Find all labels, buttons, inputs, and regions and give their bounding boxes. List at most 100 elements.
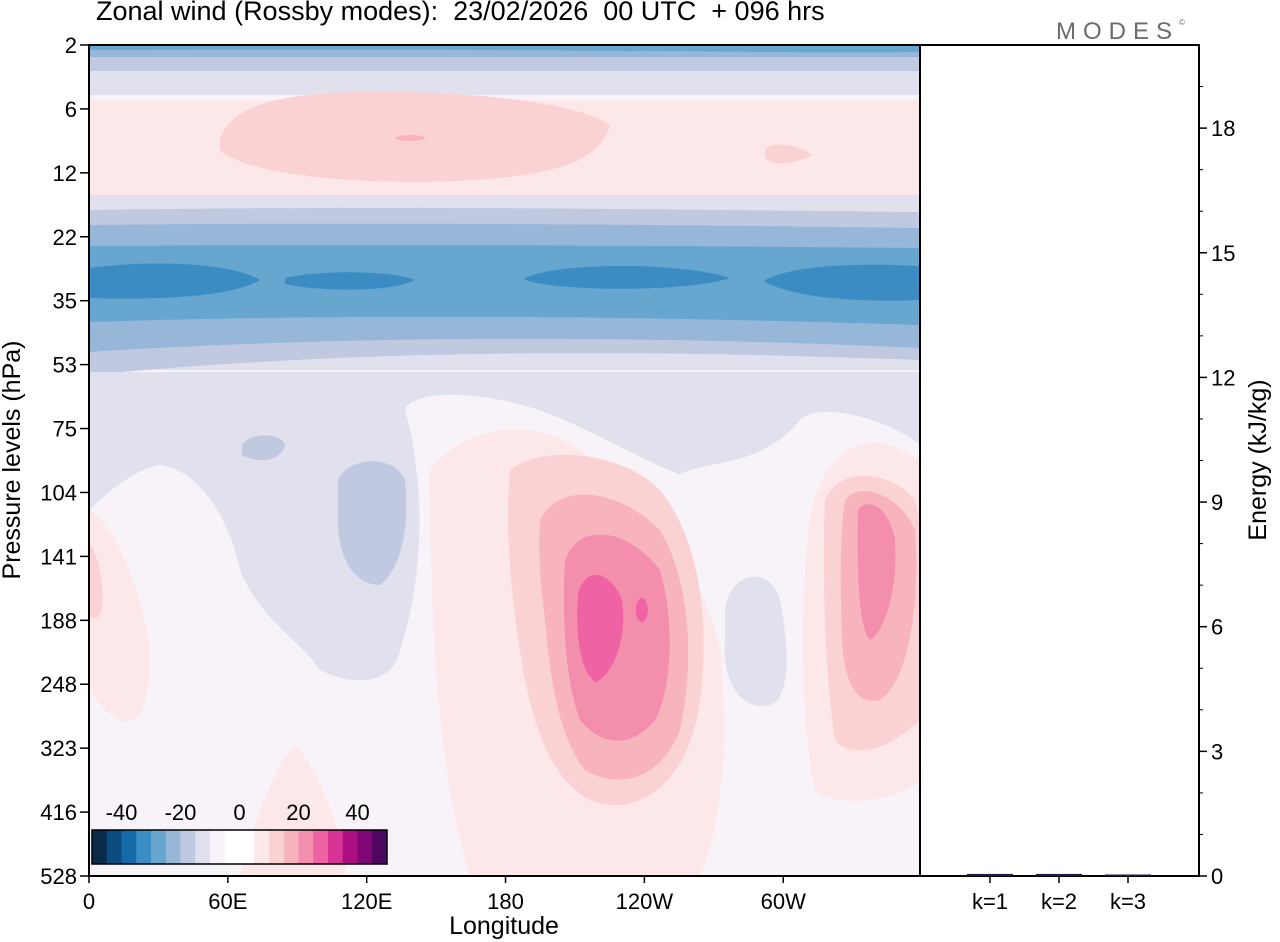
y-tick-label: 188 <box>40 608 77 633</box>
energy-bar <box>967 873 1013 876</box>
colorbar-cell <box>224 830 240 864</box>
colorbar-cell <box>239 830 255 864</box>
y-tick-label: 323 <box>40 736 77 761</box>
field-pink-spot <box>395 135 426 141</box>
logo-text: MODES <box>1056 18 1180 45</box>
modes-logo: MODES© <box>1056 18 1185 46</box>
colorbar-cell <box>328 830 344 864</box>
colorbar-cell <box>269 830 285 864</box>
x-tick-label: 60W <box>761 889 806 914</box>
y-tick-label: 35 <box>53 289 77 314</box>
energy-panel: 0 3 6 9 12 15 18 k=1 k=2 k=3 Energy (kJ/kg) <box>919 44 1272 914</box>
energy-y-ticks: 0 3 6 9 12 15 18 <box>1199 86 1235 889</box>
colorbar-cell <box>136 830 152 864</box>
y-tick-labels: 2 6 12 22 35 53 75 104 141 188 248 323 416 528 <box>40 33 77 889</box>
x-tick-label: 60E <box>208 889 247 914</box>
colorbar-cell <box>195 830 211 864</box>
colorbar-cell <box>254 830 270 864</box>
field-easterly-region <box>89 372 920 681</box>
field-jet-core-1 <box>89 263 260 299</box>
field-east-core <box>857 504 896 640</box>
field-west-pink <box>89 510 150 722</box>
y-tick-label: 528 <box>40 864 77 889</box>
colorbar-cell <box>283 830 299 864</box>
y-axis: 2 6 12 22 35 53 75 104 141 188 248 323 416 528 Pressu… <box>0 33 89 889</box>
x-tick-label: 120W <box>616 889 674 914</box>
field-westerly-core <box>577 574 624 682</box>
energy-x-label: k=3 <box>1110 889 1146 914</box>
colorbar-frame <box>91 829 388 865</box>
field-blue-patch-60w <box>724 576 787 706</box>
field-jet-core-4 <box>765 264 920 301</box>
field-blue-patch-120e <box>338 461 407 585</box>
energy-y-tick-label: 12 <box>1211 365 1235 390</box>
colorbar-cell <box>313 830 329 864</box>
x-axis-label: Longitude <box>449 912 559 940</box>
field-jet-core-3 <box>525 266 730 289</box>
y-tick-label: 6 <box>65 97 77 122</box>
field-westerly-core-small <box>636 598 648 622</box>
x-axis: 0 60E 120E 180 120W 60W Longitude <box>83 876 806 940</box>
colorbar-label: 40 <box>345 800 369 825</box>
energy-x-labels: k=1 k=2 k=3 <box>972 876 1146 914</box>
colorbar: -40 -20 0 20 40 <box>91 800 388 865</box>
x-tick-label: 120E <box>341 889 392 914</box>
colorbar-label: -20 <box>165 800 197 825</box>
y-tick-label: 53 <box>53 353 77 378</box>
x-tick-marks <box>88 876 784 883</box>
energy-y-tick-label: 15 <box>1211 241 1235 266</box>
energy-bar <box>1105 874 1151 876</box>
colorbar-labels: -40 -20 0 20 40 <box>106 800 370 825</box>
y-tick-label: 2 <box>65 33 77 58</box>
colorbar-label: 20 <box>286 800 310 825</box>
energy-x-label: k=1 <box>972 889 1008 914</box>
colorbar-cell <box>121 830 137 864</box>
colorbar-cell <box>151 830 167 864</box>
wind-field <box>89 45 920 876</box>
x-tick-labels: 0 60E 120E 180 120W 60W <box>83 889 806 914</box>
y-tick-label: 22 <box>53 225 77 250</box>
colorbar-cell <box>92 830 108 864</box>
energy-bars <box>967 873 1151 876</box>
field-jet-layer4 <box>89 245 920 325</box>
y-tick-label: 104 <box>40 480 77 505</box>
y-tick-marks <box>80 44 89 877</box>
x-tick-label: 0 <box>83 889 95 914</box>
colorbar-cell <box>357 830 373 864</box>
energy-y-tick-label: 0 <box>1211 864 1223 889</box>
field-west-pink-core <box>89 545 103 619</box>
colorbar-cell <box>372 830 388 864</box>
field-blue-spot <box>242 435 285 461</box>
colorbar-cell <box>342 830 358 864</box>
y-axis-label: Pressure levels (hPa) <box>0 341 26 580</box>
field-pink-patch-right <box>765 144 812 164</box>
colorbar-cell <box>180 830 196 864</box>
heatmap-panel: 2 6 12 22 35 53 75 104 141 188 248 323 416 528 Pressu… <box>0 33 921 940</box>
energy-frame <box>919 44 1200 877</box>
logo-mark: © <box>1179 18 1185 27</box>
y-tick-label: 12 <box>53 161 77 186</box>
chart-title: Zonal wind (Rossby modes): 23/02/2026 00… <box>96 0 825 26</box>
energy-y-tick-label: 18 <box>1211 116 1235 141</box>
colorbar-cell <box>210 830 226 864</box>
energy-y-tick-label: 3 <box>1211 739 1223 764</box>
energy-axis-label: Energy (kJ/kg) <box>1244 379 1272 540</box>
colorbar-cell <box>106 830 122 864</box>
y-tick-label: 248 <box>40 672 77 697</box>
energy-y-tick-label: 6 <box>1211 615 1223 640</box>
colorbar-cell <box>298 830 314 864</box>
x-tick-label: 180 <box>487 889 524 914</box>
energy-bar <box>1036 873 1082 876</box>
colorbar-label: 0 <box>233 800 245 825</box>
energy-y-tick-label: 9 <box>1211 490 1223 515</box>
field-band-top-core <box>89 45 920 53</box>
colorbar-cell <box>165 830 181 864</box>
colorbar-label: -40 <box>106 800 138 825</box>
energy-x-label: k=2 <box>1041 889 1077 914</box>
y-tick-label: 75 <box>53 417 77 442</box>
field-jet-core-2 <box>285 272 415 290</box>
y-tick-label: 416 <box>40 800 77 825</box>
y-tick-label: 141 <box>40 544 77 569</box>
colorbar-cells <box>92 830 388 864</box>
